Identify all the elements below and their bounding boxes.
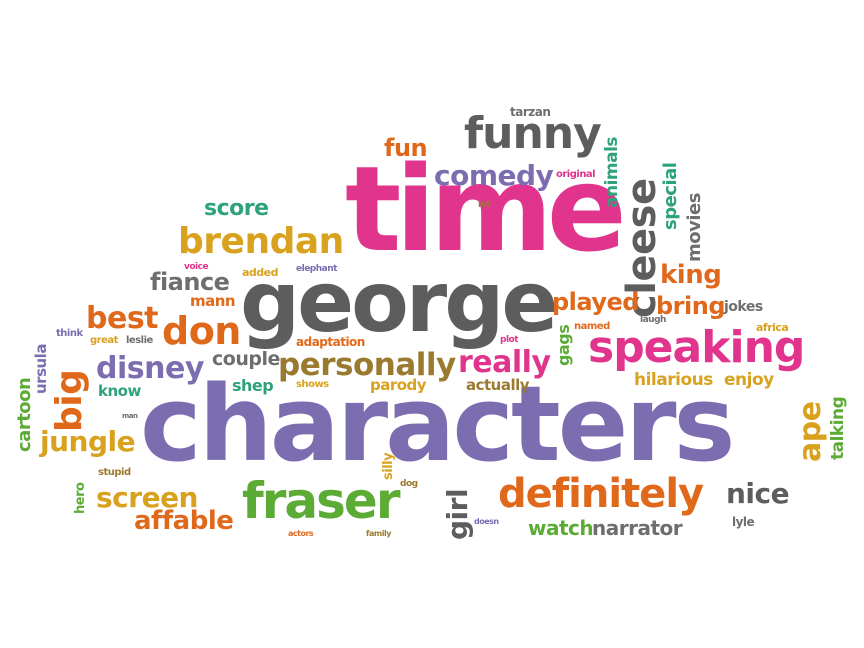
word-original: original — [556, 169, 596, 180]
word-bring: bring — [656, 292, 726, 320]
word-dog: dog — [400, 479, 418, 489]
word-girl: girl — [441, 488, 474, 540]
word-played: played — [552, 288, 639, 316]
word-really: really — [458, 345, 551, 380]
word-movies: movies — [684, 193, 705, 262]
word-fiance: fiance — [150, 268, 230, 296]
word-comedy: comedy — [434, 159, 554, 192]
word-jungle: jungle — [40, 425, 136, 458]
word-laugh: laugh — [640, 315, 666, 325]
word-couple: couple — [212, 348, 280, 370]
word-think: think — [56, 328, 83, 339]
word-talking: talking — [828, 396, 848, 460]
word-silly: silly — [381, 452, 396, 480]
word-plot: plot — [500, 335, 519, 345]
word-best: best — [86, 301, 159, 336]
word-big: big — [49, 369, 90, 432]
word-lyle: lyle — [732, 515, 755, 529]
word-lot: lot — [478, 200, 491, 210]
word-africa: africa — [756, 321, 789, 334]
word-stupid: stupid — [98, 467, 131, 478]
word-watch: watch — [528, 516, 594, 540]
word-fraser: fraser — [242, 472, 400, 530]
word-king: king — [660, 260, 722, 290]
word-jokes: jokes — [724, 299, 763, 315]
word-family: family — [366, 529, 391, 538]
word-adaptation: adaptation — [296, 335, 365, 349]
word-enjoy: enjoy — [724, 370, 774, 390]
word-tarzan: tarzan — [510, 105, 551, 119]
word-doesn: doesn — [474, 517, 499, 526]
word-shep: shep — [232, 376, 274, 395]
word-fun: fun — [384, 134, 428, 162]
word-parody: parody — [370, 376, 427, 394]
word-screen: screen — [96, 481, 199, 514]
word-george: george — [240, 253, 558, 351]
word-narrator: narrator — [592, 516, 683, 540]
word-elephant: elephant — [296, 264, 337, 274]
word-named: named — [574, 321, 610, 332]
word-man: man — [122, 412, 138, 420]
word-affable: affable — [134, 506, 234, 536]
word-hero: hero — [73, 482, 88, 514]
word-nice: nice — [726, 477, 790, 510]
word-brendan: brendan — [178, 221, 344, 262]
word-added: added — [242, 266, 279, 279]
word-don: don — [162, 309, 241, 353]
word-characters: characters — [140, 363, 735, 485]
word-animals: animals — [602, 136, 622, 208]
word-speaking: speaking — [588, 322, 805, 373]
word-great: great — [90, 335, 118, 346]
word-funny: funny — [464, 108, 602, 159]
word-know: know — [98, 382, 141, 400]
word-actors: actors — [288, 529, 314, 538]
word-mann: mann — [190, 292, 236, 310]
word-gags: gags — [554, 324, 573, 366]
word-ape: ape — [793, 401, 828, 462]
word-time: time — [345, 140, 627, 278]
word-personally: personally — [278, 347, 456, 383]
word-ursula: ursula — [32, 344, 50, 394]
word-hilarious: hilarious — [634, 370, 713, 390]
word-special: special — [660, 162, 681, 230]
word-shows: shows — [296, 379, 329, 390]
word-leslie: leslie — [126, 335, 153, 346]
word-disney: disney — [96, 351, 204, 386]
word-definitely: definitely — [498, 471, 704, 517]
word-voice: voice — [184, 262, 209, 272]
word-actually: actually — [466, 376, 530, 394]
word-score: score — [204, 196, 269, 221]
